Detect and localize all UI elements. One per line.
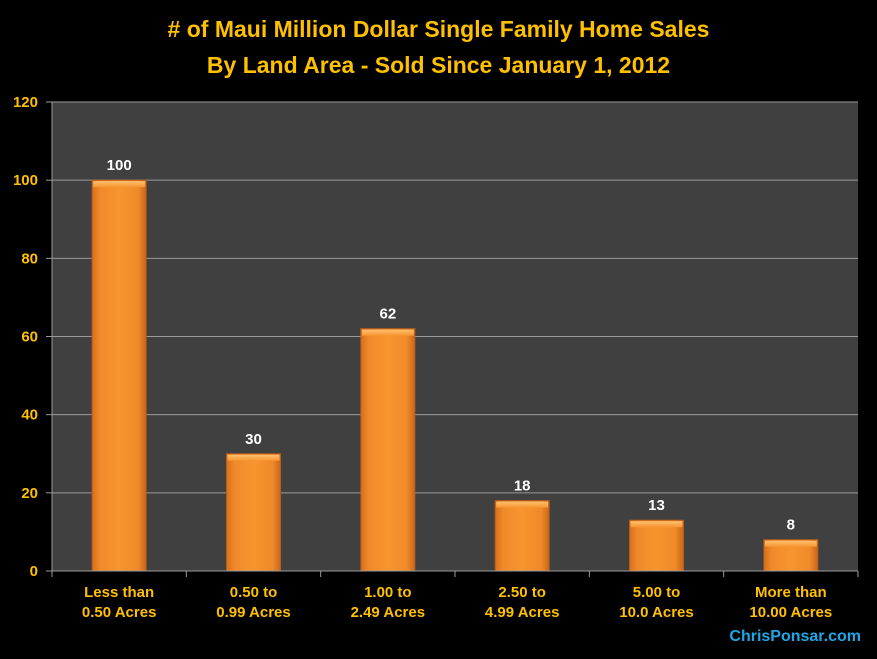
y-tick-label: 20 (21, 485, 38, 502)
bar (494, 500, 550, 572)
bar-highlight (764, 540, 817, 547)
x-tick-label: 10.00 Acres (749, 604, 832, 621)
x-tick-label: 0.99 Acres (216, 604, 291, 621)
data-label: 13 (648, 497, 665, 514)
y-tick-label: 60 (21, 329, 38, 346)
y-tick-label: 80 (21, 250, 38, 267)
bar-highlight (496, 501, 549, 508)
y-tick-label: 0 (30, 563, 38, 580)
x-tick-label: 0.50 to (230, 584, 278, 601)
data-label: 100 (107, 157, 132, 174)
chart-title: # of Maui Million Dollar Single Family H… (167, 16, 710, 42)
data-label: 18 (514, 478, 531, 495)
x-tick-label: 0.50 Acres (82, 604, 157, 621)
bar-highlight (361, 329, 414, 336)
x-tick-label: Less than (84, 584, 154, 601)
bar-highlight (227, 454, 280, 461)
bar (91, 179, 147, 572)
y-tick-label: 40 (21, 407, 38, 424)
bar (360, 328, 416, 572)
x-tick-label: 2.49 Acres (351, 604, 426, 621)
bar (226, 453, 281, 572)
x-tick-label: 1.00 to (364, 584, 412, 601)
x-tick-label: 10.0 Acres (619, 604, 694, 621)
data-label: 62 (379, 306, 396, 323)
bar (629, 519, 684, 572)
x-tick-label: More than (755, 584, 827, 601)
x-tick-label: 4.99 Acres (485, 604, 560, 621)
data-label: 30 (245, 431, 262, 448)
bar-highlight (630, 521, 683, 528)
y-tick-label: 100 (13, 172, 38, 189)
credit-text: ChrisPonsar.com (729, 628, 861, 645)
bar-highlight (93, 181, 146, 188)
chart-subtitle: By Land Area - Sold Since January 1, 201… (206, 52, 671, 78)
y-tick-label: 120 (13, 94, 38, 111)
data-label: 8 (787, 517, 795, 534)
x-tick-label: 5.00 to (633, 584, 681, 601)
x-tick-label: 2.50 to (498, 584, 546, 601)
